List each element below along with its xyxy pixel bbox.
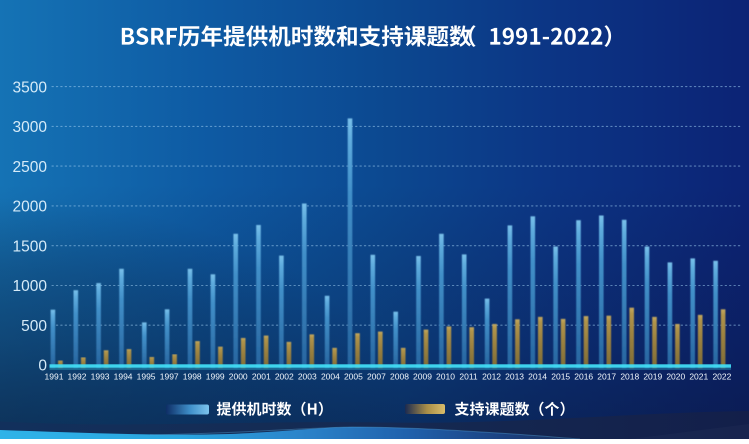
svg-text:3000: 3000 — [13, 119, 48, 136]
svg-text:2014: 2014 — [528, 371, 547, 381]
svg-text:2020: 2020 — [666, 371, 685, 381]
svg-text:2015: 2015 — [551, 371, 570, 381]
svg-text:2019: 2019 — [643, 371, 662, 381]
svg-text:1999: 1999 — [206, 371, 225, 381]
svg-text:1992: 1992 — [68, 371, 87, 381]
svg-text:1991: 1991 — [45, 371, 64, 381]
svg-text:2010: 2010 — [436, 371, 455, 381]
svg-text:1997: 1997 — [160, 371, 179, 381]
svg-text:1993: 1993 — [91, 371, 110, 381]
svg-text:2018: 2018 — [620, 371, 639, 381]
svg-text:2016: 2016 — [574, 371, 593, 381]
svg-text:2022: 2022 — [712, 371, 731, 381]
svg-text:2021: 2021 — [689, 371, 708, 381]
svg-text:2009: 2009 — [413, 371, 432, 381]
svg-text:3500: 3500 — [13, 79, 48, 96]
svg-text:2000: 2000 — [229, 371, 248, 381]
svg-text:2007: 2007 — [367, 371, 386, 381]
svg-text:1998: 1998 — [183, 371, 202, 381]
svg-text:2000: 2000 — [13, 199, 48, 216]
svg-text:2008: 2008 — [390, 371, 409, 381]
svg-text:2001: 2001 — [252, 371, 271, 381]
svg-text:1000: 1000 — [13, 278, 48, 295]
svg-text:2013: 2013 — [505, 371, 524, 381]
svg-text:2017: 2017 — [597, 371, 616, 381]
svg-text:2002: 2002 — [275, 371, 294, 381]
svg-text:0: 0 — [38, 358, 47, 375]
svg-text:2011: 2011 — [459, 371, 478, 381]
svg-text:2500: 2500 — [13, 159, 48, 176]
svg-text:2005: 2005 — [344, 371, 363, 381]
svg-text:2004: 2004 — [321, 371, 340, 381]
svg-text:2003: 2003 — [298, 371, 317, 381]
svg-text:500: 500 — [21, 318, 47, 335]
svg-text:1500: 1500 — [13, 238, 48, 255]
svg-text:1994: 1994 — [114, 371, 133, 381]
svg-text:2012: 2012 — [482, 371, 501, 381]
svg-text:1995: 1995 — [137, 371, 156, 381]
